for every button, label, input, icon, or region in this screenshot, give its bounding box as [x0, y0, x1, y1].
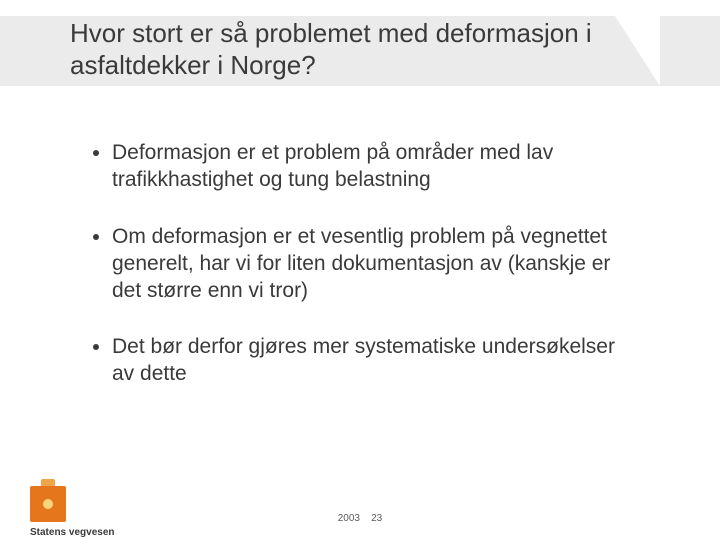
bullet-item: Om deformasjon er et vesentlig problem p… — [112, 224, 630, 305]
bullet-item: Det bør derfor gjøres mer systematiske u… — [112, 334, 630, 388]
gear-icon — [37, 493, 59, 515]
bullet-item: Deformasjon er et problem på områder med… — [112, 140, 630, 194]
footer-page: 23 — [371, 513, 382, 524]
page-meta: 2003 23 — [0, 513, 720, 524]
org-name: Statens vegvesen — [30, 527, 115, 538]
slide-title: Hvor stort er så problemet med deformasj… — [70, 18, 630, 81]
footer: Statens vegvesen 2003 23 — [0, 470, 720, 540]
slide: Hvor stort er så problemet med deformasj… — [0, 0, 720, 540]
bullet-list: Deformasjon er et problem på områder med… — [90, 140, 630, 418]
footer-year: 2003 — [338, 513, 360, 524]
